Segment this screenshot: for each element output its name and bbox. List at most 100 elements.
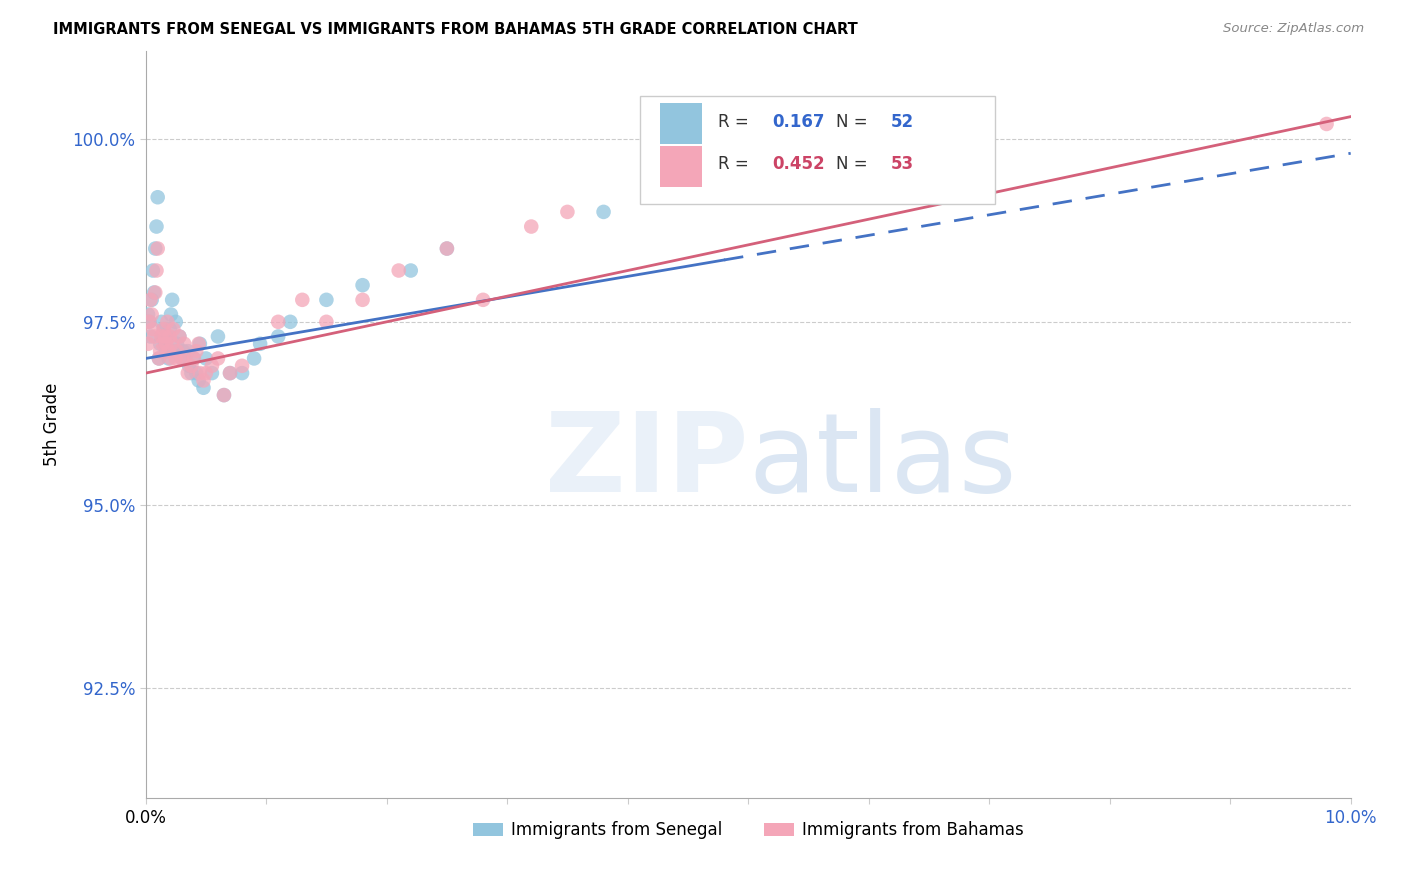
Point <box>183 351 205 366</box>
Point <box>146 242 169 256</box>
Point <box>159 329 181 343</box>
FancyBboxPatch shape <box>640 95 995 204</box>
Point <box>156 329 179 343</box>
Point <box>142 322 165 336</box>
Point <box>388 263 411 277</box>
Point <box>399 263 422 277</box>
Point <box>201 359 224 373</box>
Point <box>155 336 177 351</box>
Point <box>436 242 458 256</box>
Point <box>145 263 167 277</box>
Point <box>436 242 458 256</box>
FancyBboxPatch shape <box>661 145 703 186</box>
Point <box>156 315 179 329</box>
Point <box>162 322 184 336</box>
Text: N =: N = <box>837 113 873 131</box>
Point <box>174 351 197 366</box>
Point <box>219 366 242 380</box>
Point <box>291 293 314 307</box>
Y-axis label: 5th Grade: 5th Grade <box>44 383 60 467</box>
Point <box>713 168 735 182</box>
Point <box>173 336 195 351</box>
Point <box>188 366 211 380</box>
Point <box>187 336 209 351</box>
Text: IMMIGRANTS FROM SENEGAL VS IMMIGRANTS FROM BAHAMAS 5TH GRADE CORRELATION CHART: IMMIGRANTS FROM SENEGAL VS IMMIGRANTS FR… <box>53 22 858 37</box>
Point <box>139 329 162 343</box>
Point <box>138 315 160 329</box>
Point <box>352 293 374 307</box>
Point <box>231 359 253 373</box>
Point <box>186 366 208 380</box>
Point <box>180 359 202 373</box>
Text: 52: 52 <box>890 113 914 131</box>
Point <box>136 336 159 351</box>
Point <box>169 329 191 343</box>
Point <box>148 351 170 366</box>
Text: R =: R = <box>718 155 754 173</box>
Point <box>152 336 174 351</box>
Point <box>267 315 290 329</box>
Point <box>141 293 163 307</box>
Point <box>160 293 183 307</box>
Point <box>150 315 173 329</box>
Point <box>188 336 211 351</box>
Point <box>520 219 543 234</box>
Point <box>212 388 235 402</box>
Point <box>138 315 160 329</box>
Point <box>152 329 174 343</box>
Point <box>148 351 170 366</box>
Point <box>194 351 217 366</box>
Point <box>146 190 169 204</box>
Point <box>159 322 181 336</box>
Point <box>166 336 188 351</box>
Text: atlas: atlas <box>748 409 1017 516</box>
Point <box>157 351 180 366</box>
Text: R =: R = <box>718 113 754 131</box>
Point <box>212 388 235 402</box>
Point <box>143 329 166 343</box>
Point <box>187 374 209 388</box>
Point <box>143 285 166 300</box>
Point <box>592 205 614 219</box>
Point <box>177 359 200 373</box>
Point <box>153 329 176 343</box>
Point <box>155 344 177 359</box>
Point <box>180 366 202 380</box>
Text: 53: 53 <box>890 155 914 173</box>
Point <box>141 308 163 322</box>
Text: Source: ZipAtlas.com: Source: ZipAtlas.com <box>1223 22 1364 36</box>
Point <box>177 366 200 380</box>
Point <box>149 344 172 359</box>
Point <box>160 336 183 351</box>
Point <box>152 322 174 336</box>
Point <box>166 344 188 359</box>
Point <box>143 285 166 300</box>
Point <box>194 366 217 380</box>
Point <box>160 351 183 366</box>
Point <box>249 336 271 351</box>
Point <box>193 381 215 395</box>
Point <box>142 263 165 277</box>
Point <box>641 168 664 182</box>
Point <box>149 336 172 351</box>
Point <box>557 205 579 219</box>
Point <box>143 242 166 256</box>
Point <box>172 344 194 359</box>
Legend: Immigrants from Senegal, Immigrants from Bahamas: Immigrants from Senegal, Immigrants from… <box>465 814 1031 846</box>
Point <box>177 344 200 359</box>
Text: 0.167: 0.167 <box>772 113 825 131</box>
Point <box>1316 117 1339 131</box>
Point <box>150 329 173 343</box>
Point <box>162 344 184 359</box>
FancyBboxPatch shape <box>661 103 703 145</box>
Point <box>472 293 495 307</box>
Point <box>193 374 215 388</box>
Point <box>315 315 337 329</box>
Point <box>278 315 301 329</box>
Point <box>170 351 193 366</box>
Point <box>219 366 242 380</box>
Point <box>186 344 208 359</box>
Point <box>352 278 374 293</box>
Point <box>160 308 183 322</box>
Point <box>136 308 159 322</box>
